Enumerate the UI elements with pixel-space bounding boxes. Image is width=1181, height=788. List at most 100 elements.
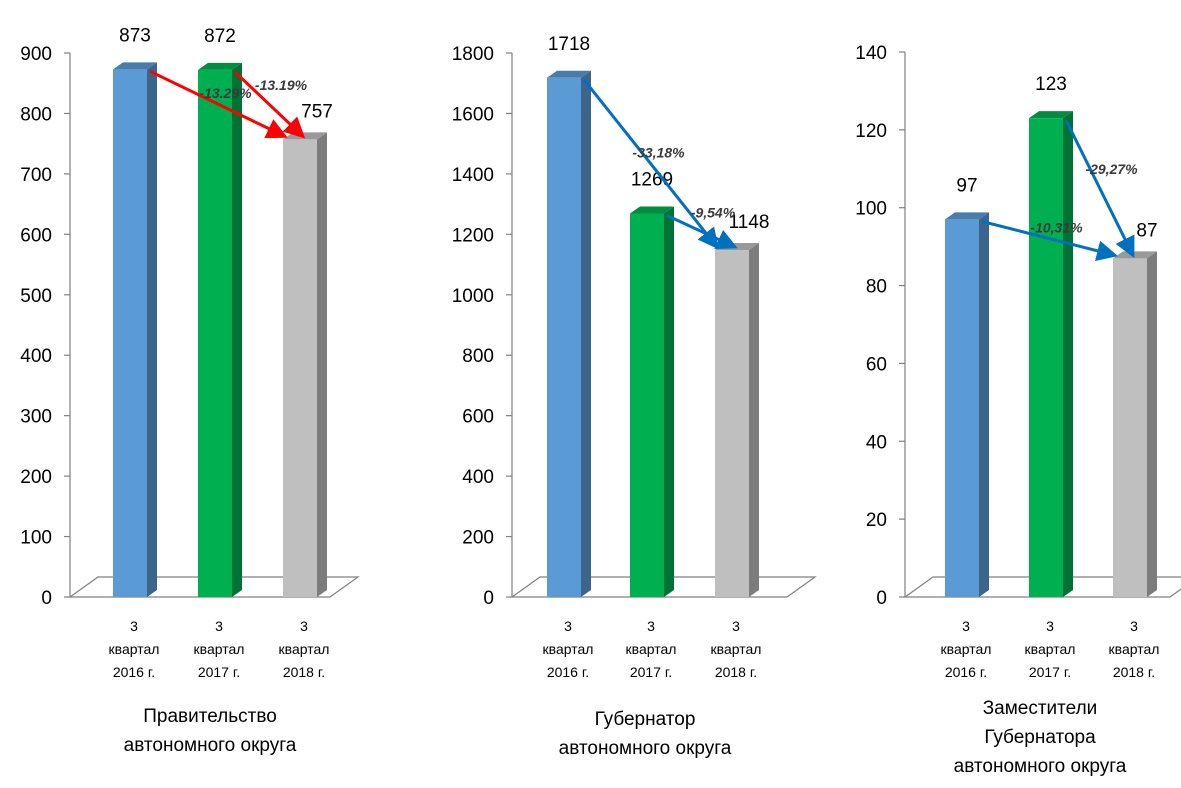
change-label: -33,18%	[632, 144, 685, 160]
bar-front	[198, 69, 232, 598]
y-tick-label: 40	[866, 432, 887, 453]
x-tick-label: 3	[1046, 618, 1054, 634]
y-tick-label: 100	[20, 528, 52, 549]
y-tick-label: 600	[20, 225, 52, 246]
change-arrow	[149, 69, 288, 139]
y-tick-label: 700	[20, 165, 52, 186]
y-tick-label: 900	[20, 44, 52, 65]
y-tick-label: 0	[483, 588, 494, 609]
bar-side	[317, 132, 327, 598]
change-arrow	[666, 214, 738, 249]
y-tick-label: 120	[855, 121, 887, 142]
change-arrow	[1064, 119, 1135, 259]
bar-front	[945, 219, 979, 597]
bar-front	[1029, 118, 1063, 597]
y-tick-label: 1400	[452, 165, 494, 186]
x-tick-label: 2016 г.	[547, 664, 589, 680]
y-tick-label: 1200	[452, 225, 494, 246]
data-label: 1269	[631, 169, 673, 190]
change-label: -9,54%	[691, 204, 736, 220]
bar	[198, 62, 242, 598]
y-tick-label: 1600	[452, 104, 494, 125]
bar-top	[198, 62, 242, 70]
change-arrow	[582, 78, 719, 250]
change-arrow	[981, 219, 1118, 262]
y-tick-label: 1800	[452, 44, 494, 65]
bar-top	[113, 62, 157, 70]
data-label: 873	[119, 25, 151, 46]
y-tick-label: 500	[20, 286, 52, 307]
y-tick-label: 800	[462, 346, 494, 367]
y-tick-label: 600	[462, 407, 494, 428]
data-label: 872	[204, 26, 236, 47]
chart-title-line: автономного округа	[123, 735, 297, 756]
bar-side	[749, 243, 759, 597]
x-tick-label: 3	[647, 618, 655, 634]
bar-top	[945, 212, 989, 220]
x-tick-label: 3	[130, 618, 138, 634]
y-tick-label: 400	[20, 346, 52, 367]
x-tick-label: 3	[564, 618, 572, 634]
change-label: -10,31%	[1030, 219, 1083, 235]
bar-top	[1029, 111, 1073, 119]
x-tick-label: 3	[300, 618, 308, 634]
y-tick-label: 400	[462, 467, 494, 488]
bar	[945, 212, 989, 597]
y-tick-label: 300	[20, 407, 52, 428]
chart-title-line: Губернатора	[984, 727, 1096, 748]
bar-front	[1113, 258, 1147, 597]
x-tick-label: 2018 г.	[1113, 664, 1155, 680]
x-tick-label: 3	[962, 618, 970, 634]
chart-panel: 0 100 200 300 400 500 600 700 800 900 3 квартал 2016…	[20, 25, 360, 680]
bar	[547, 70, 591, 597]
y-tick-label: 200	[462, 528, 494, 549]
chart-title-line: Правительство	[143, 706, 277, 727]
data-label: 757	[301, 101, 333, 122]
chart-panel: 0 200 400 600 800 1000 1200 1400 1600 1800 3 кварта…	[452, 34, 817, 680]
x-tick-label: квартал	[109, 641, 160, 657]
chart-title-government: Правительство автономного округа	[80, 702, 340, 760]
y-tick-label: 200	[20, 467, 52, 488]
bar-front	[547, 77, 581, 597]
bar-front	[113, 69, 147, 597]
y-tick-label: 140	[855, 43, 887, 64]
chart-title-line: автономного округа	[953, 756, 1127, 777]
bar-side	[1147, 251, 1157, 598]
data-label: 1718	[548, 34, 590, 55]
bar-front	[630, 213, 664, 598]
x-tick-label: квартал	[279, 641, 330, 657]
chart-title-governor: Губернатор автономного округа	[515, 705, 775, 763]
bar-side	[581, 70, 591, 597]
x-tick-label: квартал	[711, 641, 762, 657]
x-tick-label: 2017 г.	[198, 664, 240, 680]
bar-front	[715, 250, 749, 597]
bar-top	[630, 206, 674, 214]
change-arrow	[233, 70, 306, 139]
x-tick-label: квартал	[194, 641, 245, 657]
y-tick-label: 800	[20, 104, 52, 125]
y-tick-label: 100	[855, 199, 887, 220]
change-label: -13.29%	[199, 85, 252, 101]
bar-side	[664, 206, 674, 598]
x-tick-label: 3	[1130, 618, 1138, 634]
change-label: -13.19%	[255, 77, 308, 93]
y-tick-label: 80	[866, 277, 887, 298]
bar-front	[283, 139, 317, 598]
data-label: 123	[1035, 74, 1067, 95]
data-label: 1148	[729, 212, 770, 233]
y-tick-label: 0	[41, 588, 52, 609]
x-tick-label: квартал	[543, 641, 594, 657]
x-tick-label: 3	[215, 618, 223, 634]
bar-side	[147, 62, 157, 597]
bar-side	[979, 212, 989, 597]
x-tick-label: 2018 г.	[715, 664, 757, 680]
bar	[630, 206, 674, 598]
chart-floor	[510, 576, 817, 598]
x-tick-label: квартал	[626, 641, 677, 657]
x-tick-label: 2018 г.	[283, 664, 325, 680]
bar	[1029, 111, 1073, 597]
change-label: -29,27%	[1085, 161, 1138, 177]
data-label: 97	[956, 175, 977, 196]
